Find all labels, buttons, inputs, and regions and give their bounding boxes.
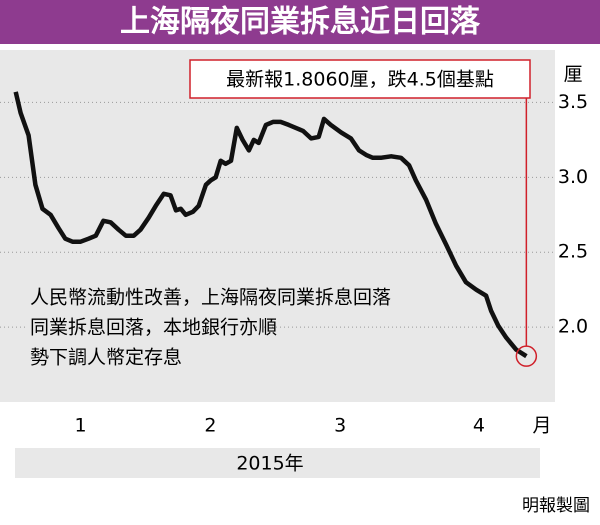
title-bar <box>0 0 600 44</box>
annotation: 最新報1.8060厘，跌4.5個基點 <box>226 69 494 91</box>
annotation-box <box>189 59 531 99</box>
note-box <box>25 282 255 374</box>
y-tick-label: 3.0 <box>558 166 588 188</box>
x-tick-label: 4 <box>473 415 485 437</box>
y-axis-label: 厘 <box>563 64 582 86</box>
x-tick-label: 2 <box>204 415 216 437</box>
y-tick-label: 2.0 <box>558 316 588 338</box>
y-tick-label: 3.5 <box>558 91 588 113</box>
note-line: 同業拆息回落，本地銀行亦順 <box>30 317 277 339</box>
x-caption: 2015年 <box>236 453 303 475</box>
caption-bar <box>15 448 540 478</box>
chart-title: 上海隔夜同業拆息近日回落 <box>120 5 481 40</box>
x-tick-label: 3 <box>334 415 346 437</box>
note-line: 人民幣流動性改善，上海隔夜同業拆息回落 <box>30 287 391 309</box>
x-tick-label: 1 <box>75 415 87 437</box>
line <box>13 91 528 359</box>
note-line: 勢下調人幣定存息 <box>30 347 182 369</box>
source: 明報製圖 <box>522 496 590 516</box>
y-tick-label: 2.5 <box>558 241 588 263</box>
x-axis-label: 月 <box>532 415 551 437</box>
highlight-circle <box>515 345 538 367</box>
